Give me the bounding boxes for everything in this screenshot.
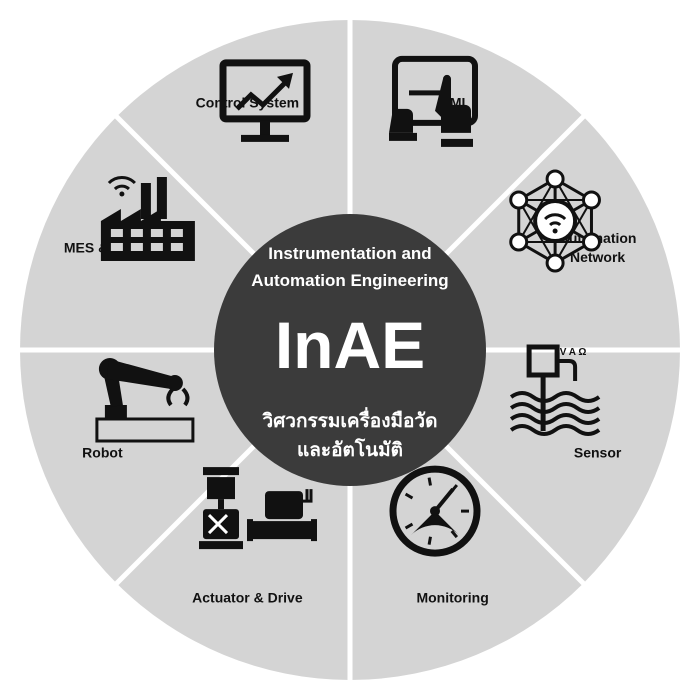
center-circle xyxy=(214,214,486,486)
sensor-probe-icon: V A Ω xyxy=(509,344,601,436)
segment-label: Robot xyxy=(82,445,123,461)
center-title: InAE xyxy=(275,308,425,382)
gauge-icon xyxy=(389,465,481,557)
segment-label: Actuator & Drive xyxy=(192,590,303,606)
factory-wifi-icon xyxy=(100,176,195,261)
network-hexagon-icon xyxy=(509,169,601,273)
monitor-chart-icon xyxy=(219,59,311,142)
tablet-touch-icon xyxy=(389,55,478,147)
segment-label: Network xyxy=(570,249,625,265)
sensor-units-text: V A Ω xyxy=(560,347,587,358)
valve-motor-icon xyxy=(199,467,317,550)
center-subtitle-line-2: Automation Engineering xyxy=(251,271,448,290)
robot-arm-icon xyxy=(95,358,195,443)
segment-icons: V A Ω xyxy=(95,55,601,557)
segment-label: Sensor xyxy=(574,445,622,461)
segment-label: Monitoring xyxy=(416,590,488,606)
center-subtitle-line-1: Instrumentation and xyxy=(268,244,431,263)
center-thai-line-1: วิศวกรรมเครื่องมือวัด xyxy=(262,407,437,432)
center-thai-line-2: และอัตโนมัติ xyxy=(297,438,403,461)
